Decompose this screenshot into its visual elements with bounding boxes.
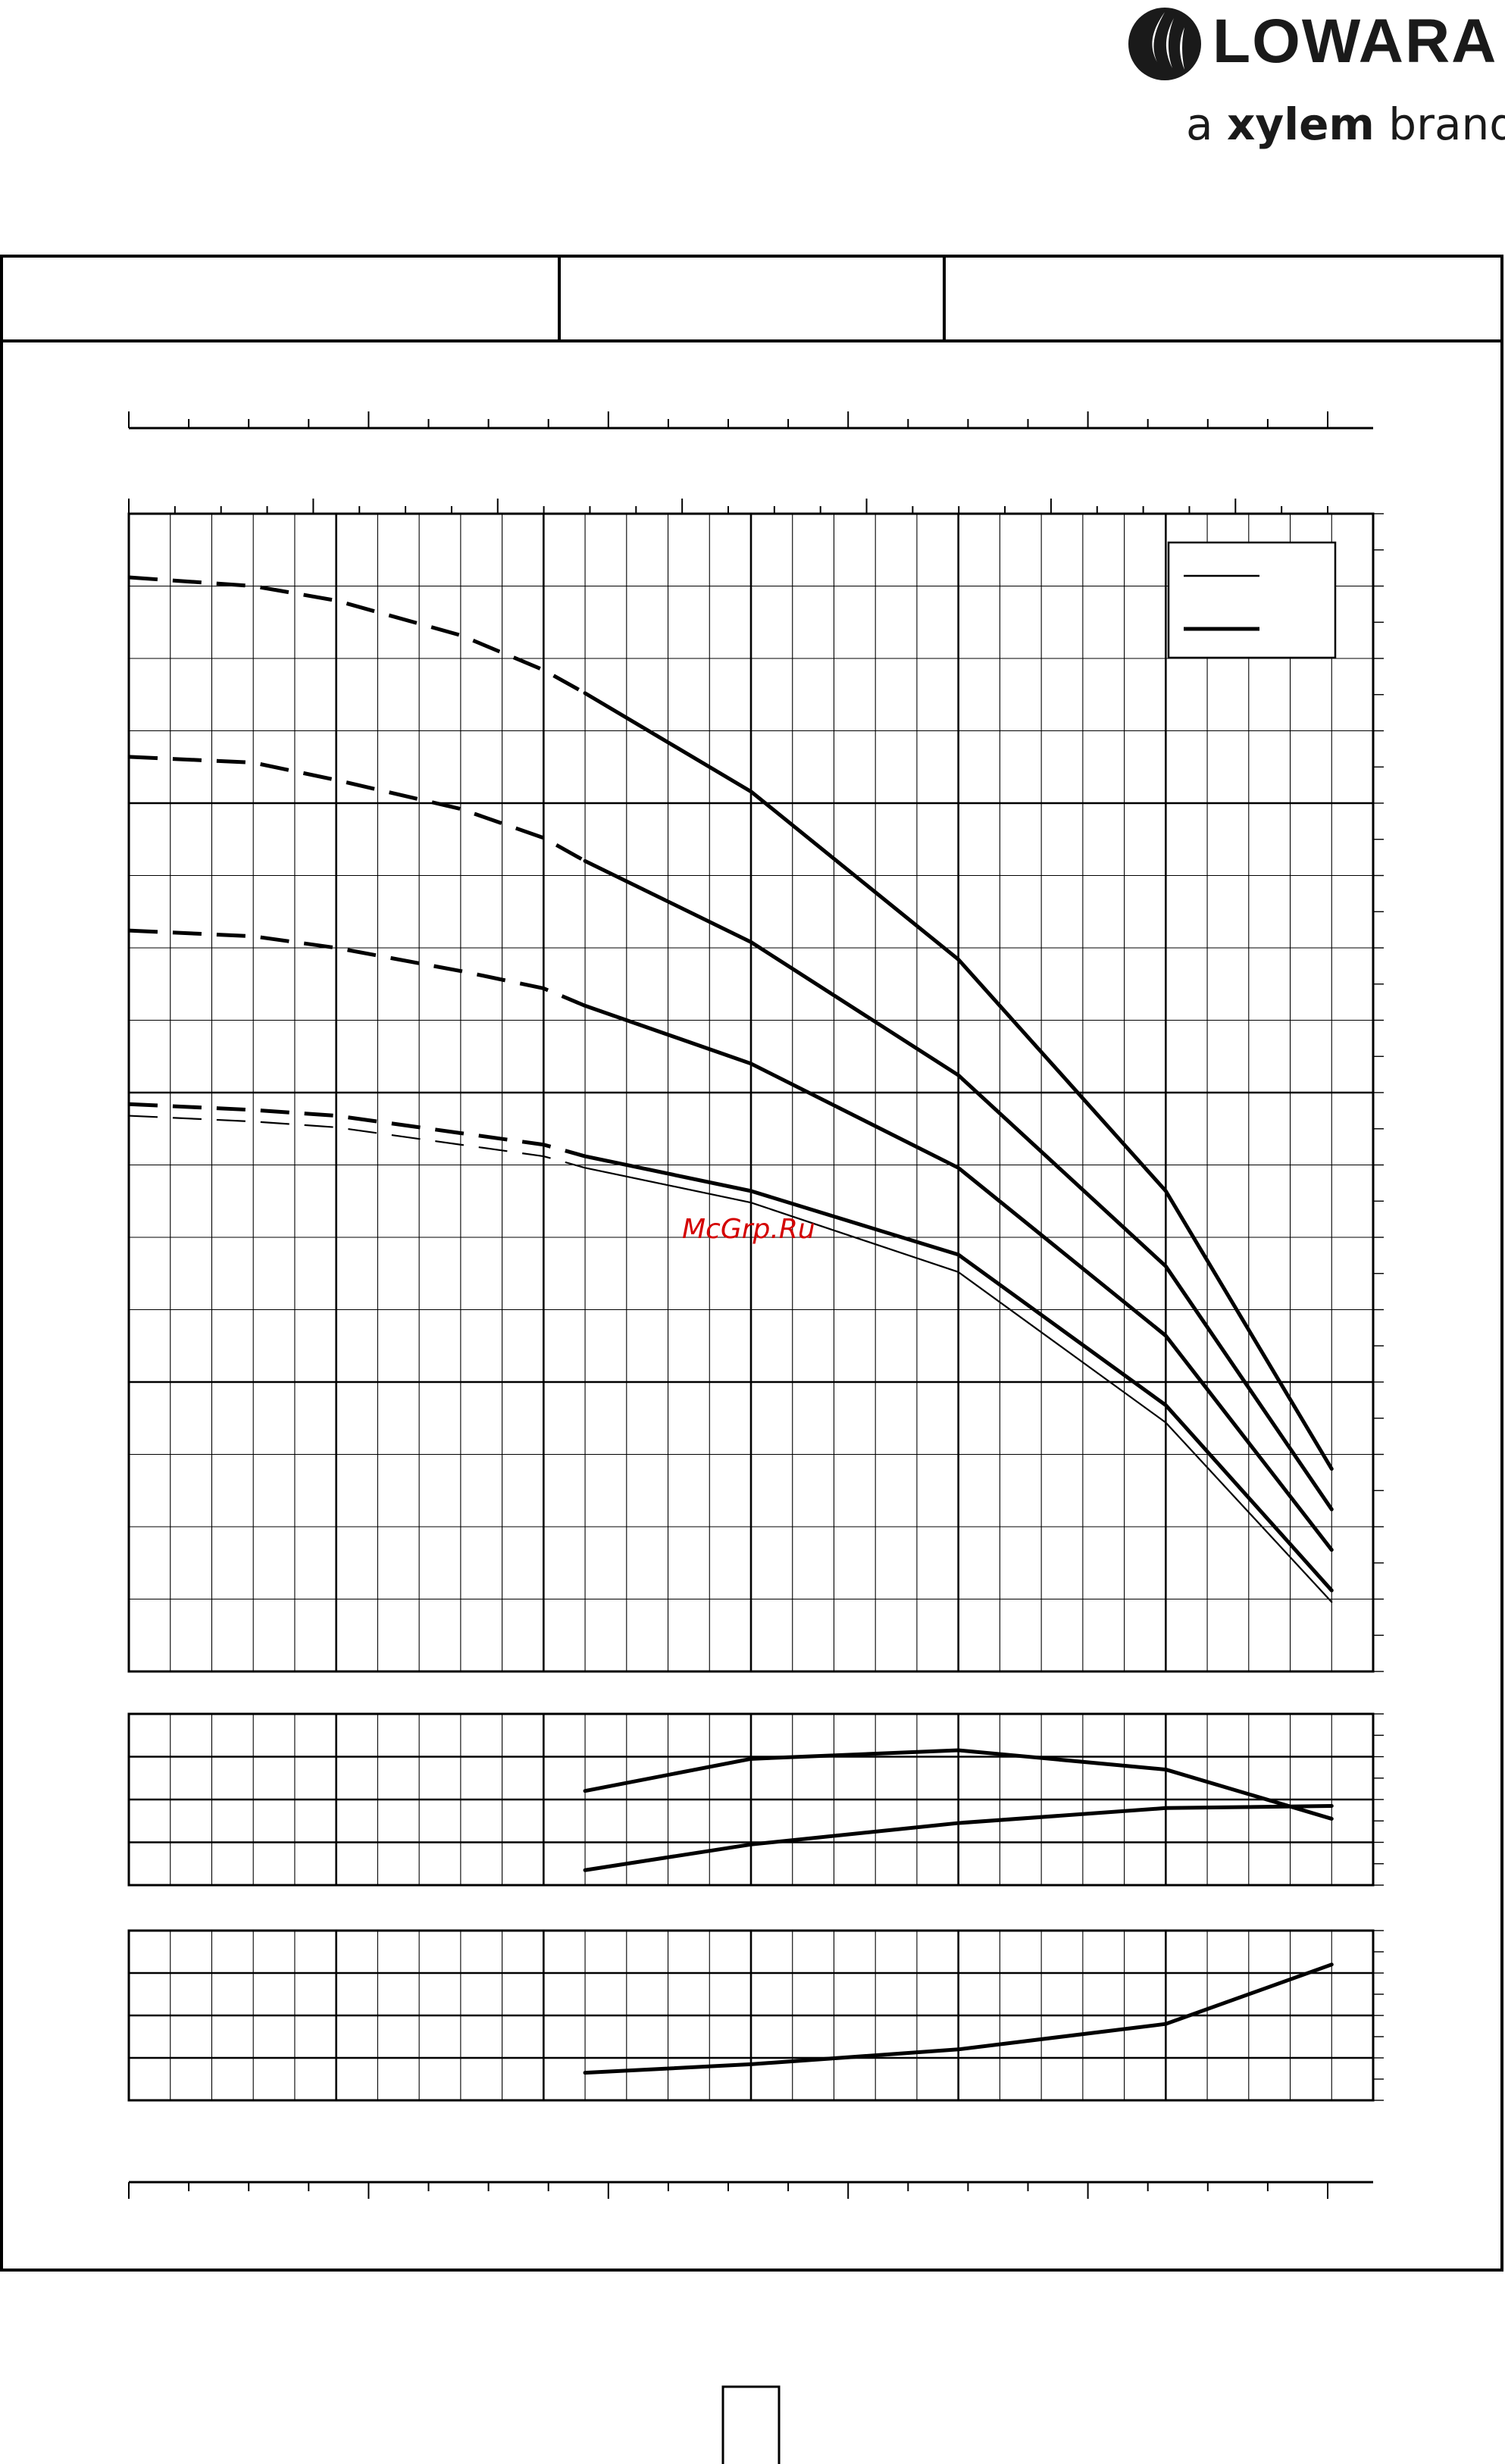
brand-tagline: a xylem brand — [1186, 98, 1505, 150]
watermark: McGrp.Ru — [682, 1214, 815, 1245]
curve-dashed-4 — [128, 1115, 586, 1169]
curve-dashed-1 — [128, 755, 587, 863]
brand-logo — [1106, 0, 1505, 152]
secondary-flow-scale-top — [128, 411, 1373, 430]
outer-frame — [0, 255, 1503, 2272]
npsh-panel — [127, 1929, 1384, 2102]
curve-dashed-3 — [128, 1102, 586, 1159]
legend-box — [1167, 541, 1337, 659]
tagline-bold: xylem — [1226, 98, 1375, 150]
lowara-drop-icon — [1128, 8, 1201, 80]
panel-frame — [127, 1929, 1375, 2102]
tagline-prefix: a — [1186, 98, 1227, 150]
secondary-flow-scale-bottom — [128, 2181, 1373, 2199]
curve-dashed-0 — [128, 575, 587, 696]
head-curve-panel — [127, 499, 1384, 1673]
page-number-frame — [721, 2385, 781, 2464]
panel-frame — [127, 1712, 1375, 1887]
brand-name: LOWARA — [1212, 7, 1498, 76]
curve-dashed-2 — [128, 928, 587, 1008]
tagline-suffix: brand — [1374, 98, 1505, 150]
panel-frame — [127, 512, 1375, 1673]
efficiency-power-panel — [127, 1712, 1384, 1887]
page-frame — [0, 255, 1503, 2272]
page-number-box — [721, 2385, 781, 2464]
